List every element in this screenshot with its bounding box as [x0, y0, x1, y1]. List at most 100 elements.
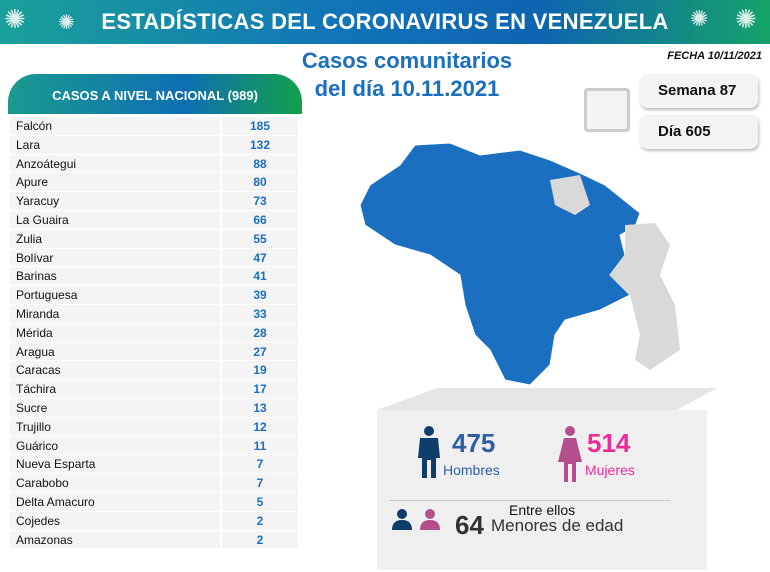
state-name: Apure [10, 173, 220, 193]
divider [389, 500, 671, 501]
case-count: 2 [222, 530, 298, 550]
table-row: Delta Amacuro 5 [10, 492, 298, 512]
page-title: ESTADÍSTICAS DEL CORONAVIRUS EN VENEZUEL… [101, 9, 669, 34]
state-name: Falcón [10, 117, 220, 136]
date-label: FECHA 10/11/2021 [667, 50, 762, 62]
table-row: Mérida 28 [10, 323, 298, 343]
case-count: 12 [222, 417, 298, 437]
case-count: 80 [222, 173, 298, 193]
table-row: Trujillo 12 [10, 417, 298, 437]
case-count: 39 [222, 286, 298, 305]
case-count: 27 [222, 342, 298, 362]
state-name: Zulia [10, 229, 220, 249]
state-name: Amazonas [10, 530, 220, 550]
table-row: Cojedes 2 [10, 511, 298, 531]
day-label: Día 605 [640, 115, 758, 149]
table-row: Anzoátegui 88 [10, 154, 298, 174]
table-row: Apure 80 [10, 173, 298, 193]
virus-icon: ✺ [690, 6, 709, 31]
state-name: La Guaira [10, 210, 220, 230]
state-name: Cojedes [10, 511, 220, 531]
state-name: Caracas [10, 361, 220, 381]
case-count: 66 [222, 210, 298, 230]
map-venezuela [359, 142, 641, 386]
week-label: Semana 87 [640, 74, 758, 108]
cases-table: Falcón 185 Lara 132 Anzoátegui 88 Apure 80 Yarac… [10, 117, 298, 550]
state-name: Yaracuy [10, 192, 220, 211]
case-count: 55 [222, 229, 298, 249]
state-name: Delta Amacuro [10, 492, 220, 512]
women-label: Mujeres [585, 462, 635, 478]
table-row: Bolívar 47 [10, 248, 298, 268]
case-count: 2 [222, 511, 298, 531]
state-name: Anzoátegui [10, 154, 220, 174]
state-name: Nueva Esparta [10, 455, 220, 475]
table-row: Táchira 17 [10, 380, 298, 399]
case-count: 17 [222, 380, 298, 399]
calendar-icon [584, 88, 630, 132]
map-essequibo [610, 223, 680, 370]
table-row: Miranda 33 [10, 304, 298, 324]
table-row: Amazonas 2 [10, 530, 298, 550]
state-name: Lara [10, 135, 220, 155]
map-grey-region [550, 175, 590, 215]
headline-line1: Casos comunitarios [301, 48, 513, 73]
table-row: Falcón 185 [10, 117, 298, 136]
women-count: 514 [587, 428, 631, 458]
men-label: Hombres [443, 462, 500, 478]
table-title: CASOS A NIVEL NACIONAL (989) [8, 74, 302, 114]
case-count: 41 [222, 267, 298, 287]
minors-count: 64 [455, 510, 484, 540]
case-count: 7 [222, 455, 298, 475]
state-name: Táchira [10, 380, 220, 399]
case-count: 88 [222, 154, 298, 174]
headline-line2: del día 10.11.2021 [314, 76, 500, 101]
men-count: 475 [452, 428, 496, 458]
case-count: 73 [222, 192, 298, 211]
table-row: Carabobo 7 [10, 474, 298, 493]
table-row: Caracas 19 [10, 361, 298, 381]
state-name: Portuguesa [10, 286, 220, 305]
case-count: 11 [222, 436, 298, 456]
table-row: Portuguesa 39 [10, 286, 298, 305]
state-name: Aragua [10, 342, 220, 362]
state-name: Barinas [10, 267, 220, 287]
virus-icon: ✺ [4, 4, 26, 34]
virus-icon: ✺ [735, 4, 757, 34]
table-row: Aragua 27 [10, 342, 298, 362]
table-row: Zulia 55 [10, 229, 298, 249]
table-row: Yaracuy 73 [10, 192, 298, 211]
table-row: Guárico 11 [10, 436, 298, 456]
table-row: Sucre 13 [10, 398, 298, 418]
state-name: Trujillo [10, 417, 220, 437]
table-row: Nueva Esparta 7 [10, 455, 298, 475]
state-name: Carabobo [10, 474, 220, 493]
header-banner: ✺ ✺ ESTADÍSTICAS DEL CORONAVIRUS EN VENE… [0, 0, 770, 44]
table-row: Barinas 41 [10, 267, 298, 287]
state-name: Miranda [10, 304, 220, 324]
man-icon [418, 426, 440, 478]
children-icon [392, 509, 440, 530]
case-count: 47 [222, 248, 298, 268]
venezuela-map [359, 142, 680, 386]
case-count: 28 [222, 323, 298, 343]
case-count: 7 [222, 474, 298, 493]
state-name: Mérida [10, 323, 220, 343]
stats-shadow [377, 388, 717, 410]
state-name: Sucre [10, 398, 220, 418]
case-count: 33 [222, 304, 298, 324]
table-row: La Guaira 66 [10, 210, 298, 230]
stats-panel: 475 Hombres 514 Mujeres Entre ellos 64 M… [377, 410, 707, 570]
table-row: Lara 132 [10, 135, 298, 155]
woman-icon [558, 426, 582, 482]
state-name: Bolívar [10, 248, 220, 268]
headline: Casos comunitarios del día 10.11.2021 [292, 47, 522, 103]
minors-label: Menores de edad [491, 516, 624, 535]
case-count: 185 [222, 117, 298, 136]
case-count: 132 [222, 135, 298, 155]
case-count: 13 [222, 398, 298, 418]
virus-icon: ✺ [58, 12, 75, 34]
state-name: Guárico [10, 436, 220, 456]
case-count: 19 [222, 361, 298, 381]
case-count: 5 [222, 492, 298, 512]
